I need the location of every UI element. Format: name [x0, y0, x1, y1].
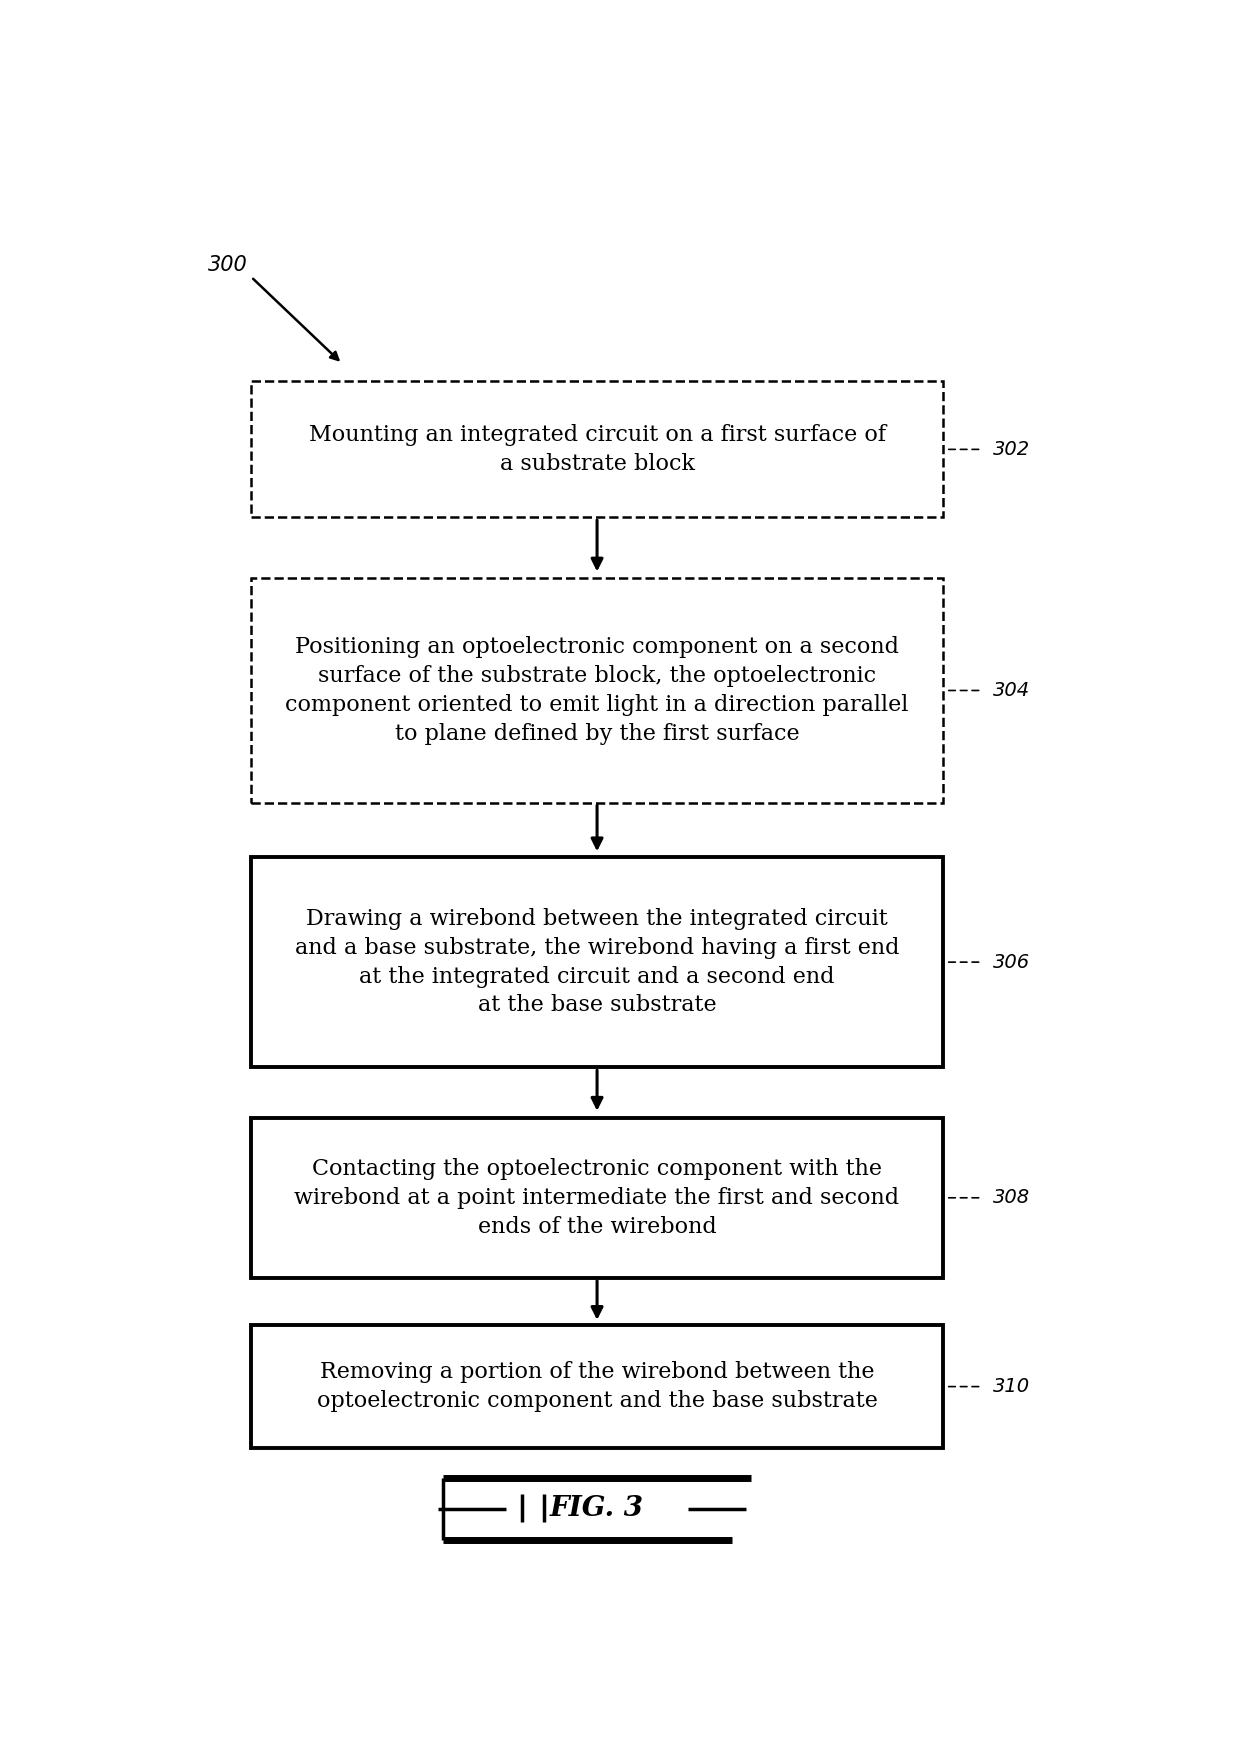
- FancyBboxPatch shape: [250, 579, 942, 803]
- Text: 302: 302: [993, 439, 1030, 459]
- FancyBboxPatch shape: [250, 1325, 942, 1448]
- Text: Mounting an integrated circuit on a first surface of
a substrate block: Mounting an integrated circuit on a firs…: [309, 423, 885, 475]
- Text: Removing a portion of the wirebond between the
optoelectronic component and the : Removing a portion of the wirebond betwe…: [316, 1362, 878, 1411]
- FancyBboxPatch shape: [250, 857, 942, 1067]
- Text: 306: 306: [993, 953, 1030, 972]
- Text: 300: 300: [208, 256, 248, 275]
- FancyBboxPatch shape: [250, 381, 942, 517]
- FancyBboxPatch shape: [250, 1118, 942, 1277]
- Text: 310: 310: [993, 1378, 1030, 1395]
- Text: 304: 304: [993, 681, 1030, 700]
- Text: Positioning an optoelectronic component on a second
surface of the substrate blo: Positioning an optoelectronic component …: [285, 637, 909, 744]
- Text: FIG. 3: FIG. 3: [551, 1496, 644, 1522]
- Text: Contacting the optoelectronic component with the
wirebond at a point intermediat: Contacting the optoelectronic component …: [294, 1157, 900, 1238]
- Text: Drawing a wirebond between the integrated circuit
and a base substrate, the wire: Drawing a wirebond between the integrate…: [295, 908, 899, 1016]
- Text: 308: 308: [993, 1189, 1030, 1207]
